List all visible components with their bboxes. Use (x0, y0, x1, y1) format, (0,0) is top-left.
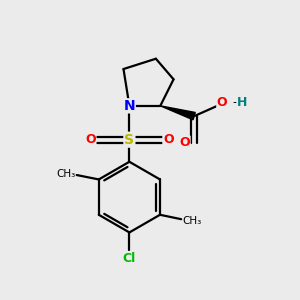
Text: H: H (237, 96, 247, 109)
Text: Cl: Cl (123, 252, 136, 265)
Text: -: - (232, 96, 237, 109)
Text: CH₃: CH₃ (56, 169, 75, 178)
Text: N: N (124, 99, 135, 113)
Text: S: S (124, 133, 134, 147)
Polygon shape (160, 106, 195, 120)
Text: CH₃: CH₃ (183, 216, 202, 226)
Text: O: O (217, 96, 227, 110)
Text: O: O (85, 133, 96, 146)
Text: O: O (163, 133, 174, 146)
Text: O: O (179, 136, 190, 149)
